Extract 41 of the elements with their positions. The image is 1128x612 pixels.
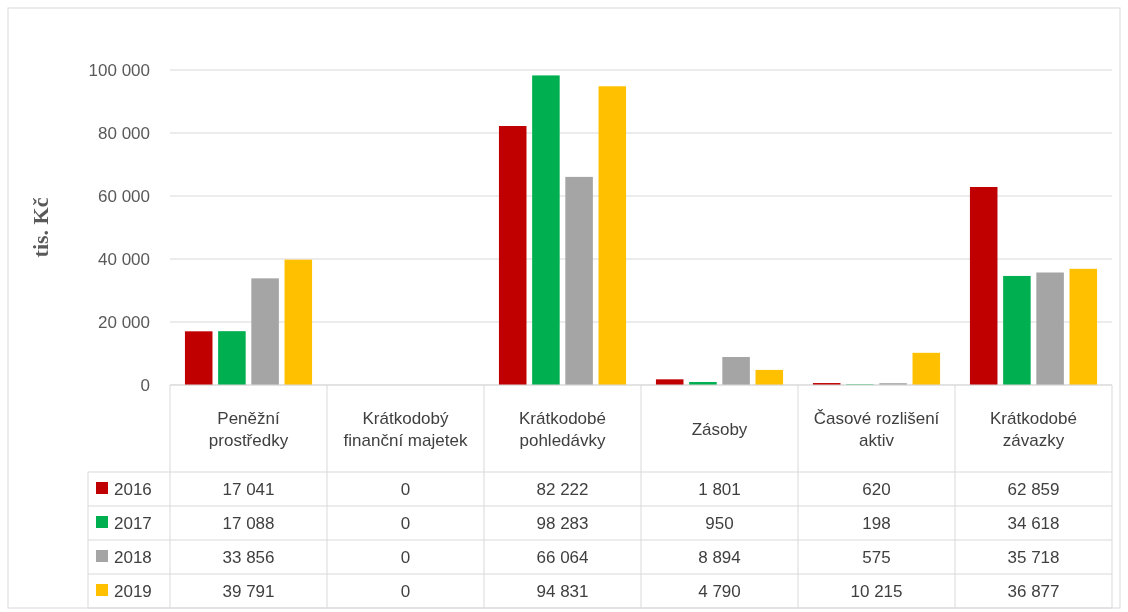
- y-tick-label: 20 000: [98, 312, 150, 332]
- data-label: 39 791: [222, 582, 275, 601]
- data-label: 82 222: [536, 480, 589, 499]
- data-label: 4 790: [698, 582, 741, 601]
- data-label: 98 283: [536, 514, 589, 533]
- data-label: 17 041: [222, 480, 275, 499]
- data-label: 1 801: [698, 480, 741, 499]
- legend-label: 2019: [114, 582, 152, 601]
- x-tick-label: Krátkodobé pohledávky: [519, 408, 606, 450]
- data-label: 62 859: [1007, 480, 1060, 499]
- data-label: 950: [705, 514, 734, 533]
- y-axis-title: tis. Kč: [28, 197, 53, 258]
- data-label: 198: [862, 514, 891, 533]
- data-label: 0: [400, 514, 411, 533]
- x-tick-label: Krátkodobé závazky: [990, 408, 1077, 450]
- data-label: 620: [862, 480, 891, 499]
- data-label: 94 831: [536, 582, 589, 601]
- x-tick-label: Krátkodobý finanční majetek: [343, 408, 468, 450]
- data-label: 0: [400, 480, 411, 499]
- data-label: 8 894: [698, 548, 741, 567]
- data-label: 36 877: [1007, 582, 1060, 601]
- x-tick-label: Peněžní prostředky: [208, 408, 289, 450]
- x-tick-label: Časové rozlišení aktiv: [813, 408, 940, 450]
- data-label: 0: [400, 582, 411, 601]
- y-tick-label: 40 000: [98, 249, 150, 269]
- data-label: 10 215: [850, 582, 903, 601]
- legend-label: 2017: [114, 514, 152, 533]
- data-label: 575: [862, 548, 891, 567]
- data-label: 17 088: [222, 514, 275, 533]
- data-label: 0: [400, 548, 411, 567]
- y-tick-label: 0: [140, 375, 150, 395]
- y-tick-label: 100 000: [88, 60, 150, 80]
- data-label: 34 618: [1007, 514, 1060, 533]
- data-label: 35 718: [1007, 548, 1060, 567]
- x-tick-label: Zásoby: [691, 419, 748, 439]
- y-tick-label: 60 000: [98, 186, 150, 206]
- y-tick-label: 80 000: [98, 123, 150, 143]
- data-label: 66 064: [536, 548, 589, 567]
- data-label: 33 856: [222, 548, 275, 567]
- legend-label: 2018: [114, 548, 152, 567]
- legend-label: 2016: [114, 480, 152, 499]
